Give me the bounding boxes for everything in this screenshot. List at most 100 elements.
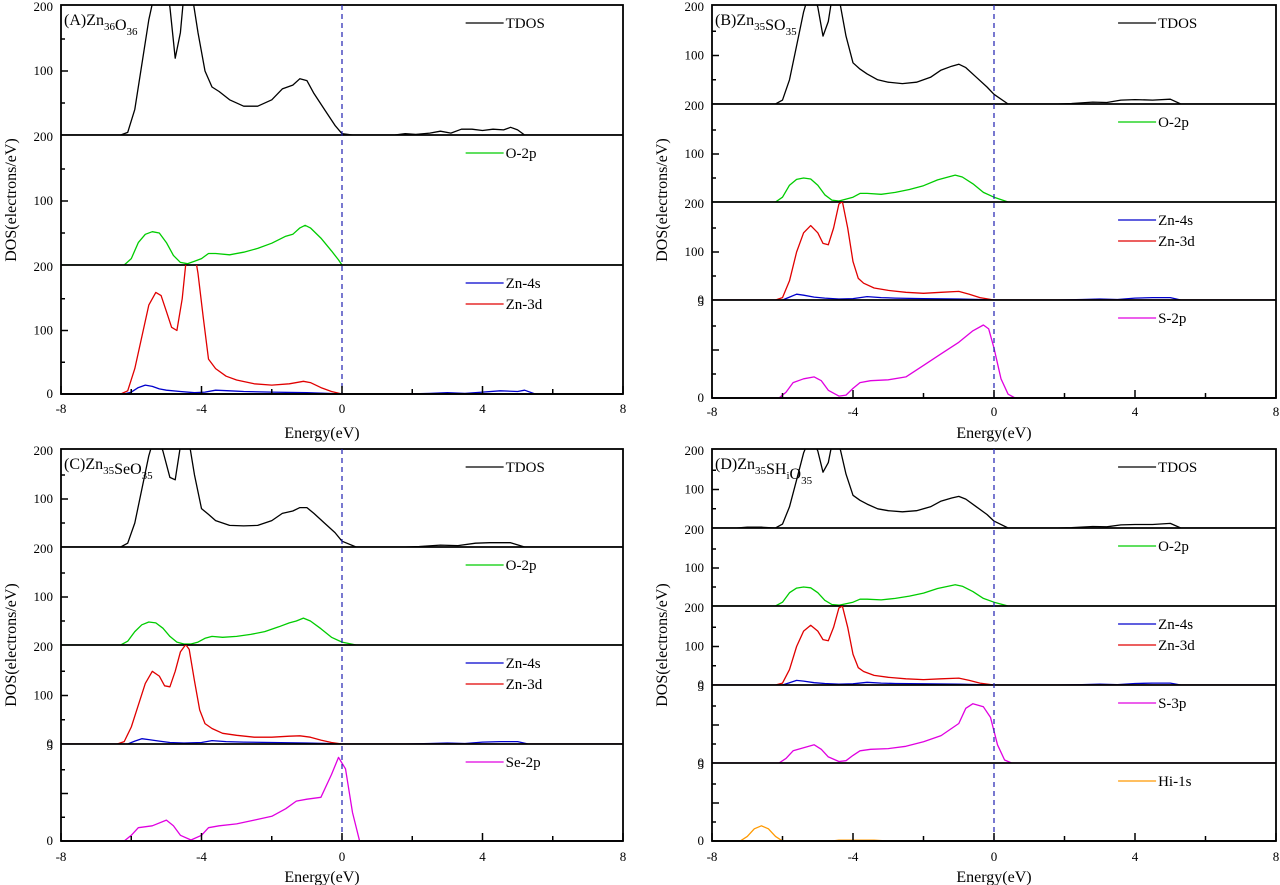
- x-tick-label: -8: [707, 404, 718, 419]
- legend-label: TDOS: [1158, 460, 1197, 476]
- y-tick-label: 200: [34, 259, 54, 274]
- y-axis-title: DOS(electrons/eV): [3, 138, 20, 262]
- legend-label: TDOS: [506, 460, 545, 476]
- panel-B: 100200TDOS100200O-2p0100200Zn-4sZn-3d05S…: [654, 0, 1279, 442]
- series-s-2p: [712, 324, 1276, 398]
- series-tdos: [712, 449, 1276, 528]
- x-tick-label: -4: [196, 849, 207, 864]
- legend-label: Zn-3d: [506, 677, 543, 693]
- y-tick-label: 0: [47, 386, 54, 401]
- legend-label: O-2p: [1158, 115, 1189, 131]
- series-se-2p: [61, 756, 623, 841]
- series-zn-3d: [61, 265, 623, 394]
- y-tick-label: 5: [698, 679, 705, 694]
- series-zn-4s: [61, 384, 623, 394]
- x-tick-label: -4: [196, 401, 207, 416]
- x-tick-label: 4: [1132, 849, 1139, 864]
- y-tick-label: 200: [34, 129, 54, 144]
- x-tick-label: 8: [1273, 849, 1280, 864]
- y-tick-label: 100: [685, 560, 705, 575]
- x-tick-label: 0: [339, 401, 346, 416]
- y-tick-label: 200: [685, 522, 705, 537]
- y-tick-label: 100: [34, 688, 54, 703]
- legend-label: O-2p: [506, 558, 537, 574]
- legend-label: Se-2p: [506, 755, 541, 771]
- x-tick-label: 0: [991, 849, 998, 864]
- panel-title: (D)Zn35SHiO35: [715, 456, 813, 487]
- x-tick-label: 8: [1273, 404, 1280, 419]
- y-tick-label: 0: [698, 390, 705, 405]
- x-axis-title: Energy(eV): [956, 869, 1031, 885]
- series-s-3p: [712, 703, 1276, 763]
- x-axis-title: Energy(eV): [956, 425, 1031, 442]
- legend-label: TDOS: [506, 16, 545, 32]
- series-o-2p: [61, 617, 623, 645]
- panel-title: (A)Zn36O36: [64, 12, 138, 38]
- y-tick-label: 0: [698, 292, 705, 307]
- y-tick-label: 100: [34, 491, 54, 506]
- y-tick-label: 200: [34, 541, 54, 556]
- y-axis-title: DOS(electrons/eV): [654, 583, 671, 707]
- x-tick-label: 4: [479, 849, 486, 864]
- x-axis-title: Energy(eV): [284, 869, 359, 885]
- series-tdos: [61, 5, 623, 135]
- x-axis-title: Energy(eV): [284, 425, 359, 442]
- legend-label: Hi-1s: [1158, 774, 1191, 790]
- x-tick-label: -8: [707, 849, 718, 864]
- x-tick-label: -8: [56, 849, 67, 864]
- legend-label: Zn-3d: [1158, 234, 1195, 250]
- series-tdos: [61, 449, 623, 547]
- panel-D: 100200TDOS100200O-2p0100200Zn-4sZn-3d05S…: [654, 443, 1280, 885]
- legend-label: O-2p: [1158, 539, 1189, 555]
- series-zn-4s: [61, 738, 623, 744]
- legend-label: TDOS: [1158, 16, 1197, 32]
- y-tick-label: 0: [698, 833, 705, 848]
- panel-A: 100 200 TDOS 100 200 O-2p 0 100 200 Zn-4s Zn-3d -8 -…: [3, 0, 626, 442]
- series-zn-3d: [61, 645, 623, 744]
- y-tick-label: 200: [685, 0, 705, 14]
- y-tick-label: 100: [685, 48, 705, 63]
- x-tick-label: 0: [991, 404, 998, 419]
- legend-label: Zn-3d: [1158, 638, 1195, 654]
- series-zn-3d: [712, 606, 1276, 685]
- legend-label: S-3p: [1158, 696, 1186, 712]
- y-tick-label: 0: [47, 833, 54, 848]
- y-tick-label: 100: [34, 63, 54, 78]
- y-tick-label: 200: [685, 98, 705, 113]
- y-axis-title: DOS(electrons/eV): [654, 138, 671, 262]
- y-tick-label: 0: [698, 755, 705, 770]
- legend-label: Zn-4s: [1158, 213, 1193, 229]
- y-tick-label: 0: [47, 736, 54, 751]
- legend-label: Zn-4s: [506, 276, 541, 292]
- y-tick-label: 5: [698, 757, 705, 772]
- y-tick-label: 100: [685, 146, 705, 161]
- y-tick-label: 200: [34, 639, 54, 654]
- y-tick-label: 100: [34, 323, 54, 338]
- y-tick-label: 200: [685, 443, 705, 458]
- series-o-2p: [712, 584, 1276, 606]
- series-tdos: [712, 5, 1276, 104]
- y-tick-label: 100: [685, 639, 705, 654]
- legend-label: Zn-4s: [506, 656, 541, 672]
- y-tick-label: 200: [34, 443, 54, 458]
- legend-label: S-2p: [1158, 311, 1186, 327]
- x-tick-label: 4: [1132, 404, 1139, 419]
- x-tick-label: -8: [56, 401, 67, 416]
- panel-title: (B)Zn35SO35: [715, 12, 797, 38]
- y-tick-label: 5: [698, 294, 705, 309]
- x-tick-label: -4: [848, 849, 859, 864]
- x-tick-label: 8: [620, 401, 627, 416]
- series-zn-3d: [712, 202, 1276, 300]
- y-tick-label: 0: [698, 677, 705, 692]
- y-tick-label: 5: [47, 738, 54, 753]
- panel-title: (C)Zn35SeO35: [64, 456, 153, 482]
- legend-label: Zn-4s: [1158, 617, 1193, 633]
- x-tick-label: 0: [339, 849, 346, 864]
- x-tick-label: 4: [479, 401, 486, 416]
- y-tick-label: 100: [685, 482, 705, 497]
- panel-C: 100200TDOS100200O-2p0100200Zn-4sZn-3d05S…: [3, 443, 626, 885]
- legend-label: O-2p: [506, 146, 537, 162]
- series-o-2p: [61, 224, 623, 265]
- legend-label: Zn-3d: [506, 297, 543, 313]
